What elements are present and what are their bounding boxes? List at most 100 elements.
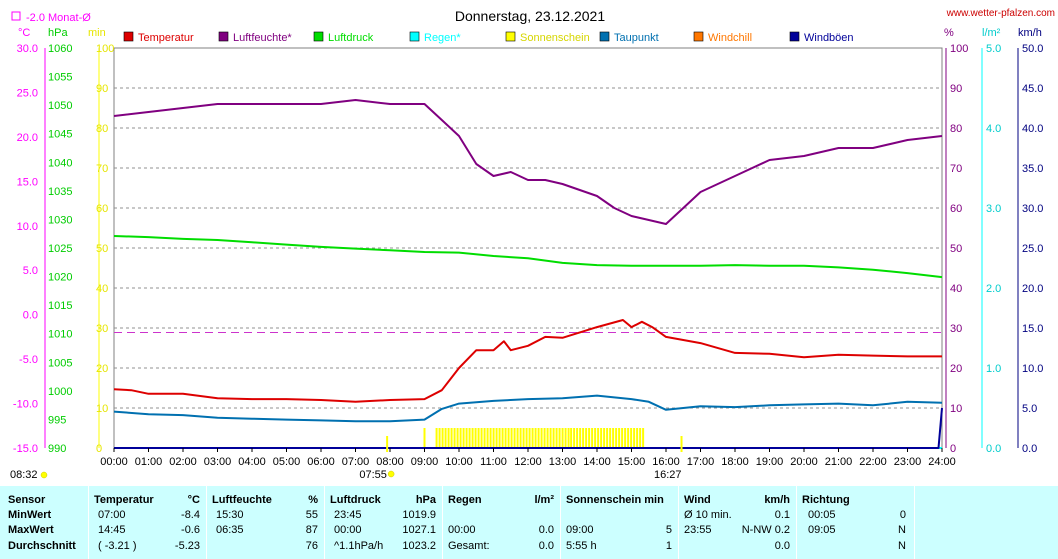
row-label: Durchschnitt — [8, 540, 76, 552]
legend-swatch — [693, 31, 704, 42]
header-wind: Wind — [684, 494, 711, 506]
rain-value: 0.0 — [538, 540, 554, 552]
sunshine-time: 5:55 h — [566, 540, 597, 552]
rain-tick-label: 0.0 — [986, 443, 1001, 455]
time-tick-label: 17:00 — [687, 456, 715, 468]
hpa-tick-label: 1045 — [48, 129, 72, 141]
legend-label: Luftfeuchte* — [233, 32, 292, 44]
rain-tick-label: 5.0 — [986, 43, 1001, 55]
legend-swatch — [599, 31, 610, 42]
time-tick-label: 06:00 — [307, 456, 335, 468]
minutes-tick-label: 50 — [96, 243, 108, 255]
percent-tick-label: 10 — [950, 403, 962, 415]
time-tick-label: 16:00 — [652, 456, 680, 468]
pressure-time: 23:45 — [334, 509, 362, 521]
time-tick-label: 15:00 — [618, 456, 646, 468]
hpa-tick-label: 1050 — [48, 100, 72, 112]
legend-label: Temperatur — [138, 32, 194, 44]
minutes-tick-label: 40 — [96, 283, 108, 295]
legend-swatch — [123, 31, 134, 42]
temp-tick-label: 20.0 — [17, 132, 38, 144]
percent-tick-label: 0 — [950, 443, 956, 455]
time-tick-label: 11:00 — [480, 456, 507, 468]
legend-swatch — [789, 31, 800, 42]
minutes-tick-label: 80 — [96, 123, 108, 135]
humidity-line — [113, 99, 943, 225]
time-tick-label: 18:00 — [721, 456, 749, 468]
hpa-tick-label: 1055 — [48, 72, 72, 84]
pressure-time: 00:00 — [334, 524, 362, 536]
temp-tick-label: 10.0 — [17, 221, 38, 233]
minutes-tick-label: 10 — [96, 403, 108, 415]
time-tick-label: 22:00 — [859, 456, 887, 468]
unit-rain: l/m² — [982, 27, 1001, 39]
row-label: MinWert — [8, 509, 52, 521]
legend-label: Taupunkt — [614, 32, 659, 44]
weather-chart: 30.0 25.0 20.0 15.0 10.0 5.0 0.0 -5.0 -10.0 -15.0… — [10, 8, 1055, 481]
column-divider — [560, 486, 561, 559]
rain-tick-label: 3.0 — [986, 203, 1001, 215]
column-divider — [324, 486, 325, 559]
hpa-tick-label: 1015 — [48, 300, 72, 312]
hpa-tick-label: 1005 — [48, 357, 72, 369]
legend-swatch — [505, 31, 516, 42]
hpa-tick-label: 1010 — [48, 329, 72, 341]
temp-time: 07:00 — [98, 509, 126, 521]
legend-label: Sonnenschein — [520, 32, 590, 44]
direction-value: N — [898, 540, 906, 552]
direction-value: 0 — [899, 509, 906, 521]
hpa-tick-label: 1000 — [48, 386, 72, 398]
header-sunshine: Sonnenschein min — [566, 494, 664, 506]
percent-tick-label: 30 — [950, 323, 962, 335]
legend-label: Windchill — [708, 32, 752, 44]
hpa-tick-label: 1040 — [48, 157, 72, 169]
sunshine-value: 5 — [665, 524, 672, 536]
minutes-tick-label: 30 — [96, 323, 108, 335]
unit-percent: % — [944, 27, 954, 39]
rain-tick-label: 2.0 — [986, 283, 1001, 295]
minutes-tick-label: 60 — [96, 203, 108, 215]
minutes-tick-label: 90 — [96, 83, 108, 95]
time-tick-label: 20:00 — [790, 456, 818, 468]
sunshine-time: 09:00 — [566, 524, 594, 536]
percent-tick-label: 90 — [950, 83, 962, 95]
percent-tick-label: 50 — [950, 243, 962, 255]
unit-wind: km/h — [1018, 27, 1042, 39]
month-average-marker — [11, 11, 21, 21]
unit-hpa: hPa — [48, 27, 68, 39]
hpa-tick-label: 1025 — [48, 243, 72, 255]
time-tick-label: 13:00 — [549, 456, 577, 468]
temp-time: ( -3.21 ) — [98, 540, 137, 552]
time-tick-label: 04:00 — [238, 456, 266, 468]
unit-celsius: °C — [18, 27, 30, 39]
site-url: www.wetter-pfalzen.com — [946, 8, 1055, 19]
legend-swatch — [409, 31, 420, 42]
unit-minutes: min — [88, 27, 106, 39]
wind-tick-label: 5.0 — [1022, 403, 1037, 415]
wind-tick-label: 25.0 — [1022, 243, 1043, 255]
rain-tick-label: 4.0 — [986, 123, 1001, 135]
time-tick-label: 23:00 — [894, 456, 922, 468]
hpa-tick-label: 1060 — [48, 43, 72, 55]
time-tick-label: 10:00 — [445, 456, 473, 468]
percent-tick-label: 80 — [950, 123, 962, 135]
pressure-value: 1019.9 — [402, 509, 436, 521]
chart-title: Donnerstag, 23.12.2021 — [455, 8, 605, 24]
minutes-tick-label: 0 — [96, 443, 102, 455]
header-temperature: Temperatur — [94, 494, 154, 506]
minutes-tick-label: 100 — [96, 43, 114, 55]
temp-tick-label: 0.0 — [23, 310, 38, 322]
pressure-line — [113, 235, 943, 279]
column-divider — [796, 486, 797, 559]
time-tick-label: 02:00 — [169, 456, 197, 468]
hpa-tick-label: 1020 — [48, 272, 72, 284]
time-tick-label: 12:00 — [514, 456, 542, 468]
time-tick-label: 03:00 — [204, 456, 232, 468]
time-tick-label: 21:00 — [825, 456, 853, 468]
wind-tick-label: 15.0 — [1022, 323, 1043, 335]
percent-tick-label: 20 — [950, 363, 962, 375]
month-average-label: -2.0 Monat-Ø — [26, 12, 91, 24]
humidity-value: 76 — [305, 540, 318, 552]
wind-gust-line — [114, 407, 943, 449]
wind-value: 0.1 — [774, 509, 790, 521]
